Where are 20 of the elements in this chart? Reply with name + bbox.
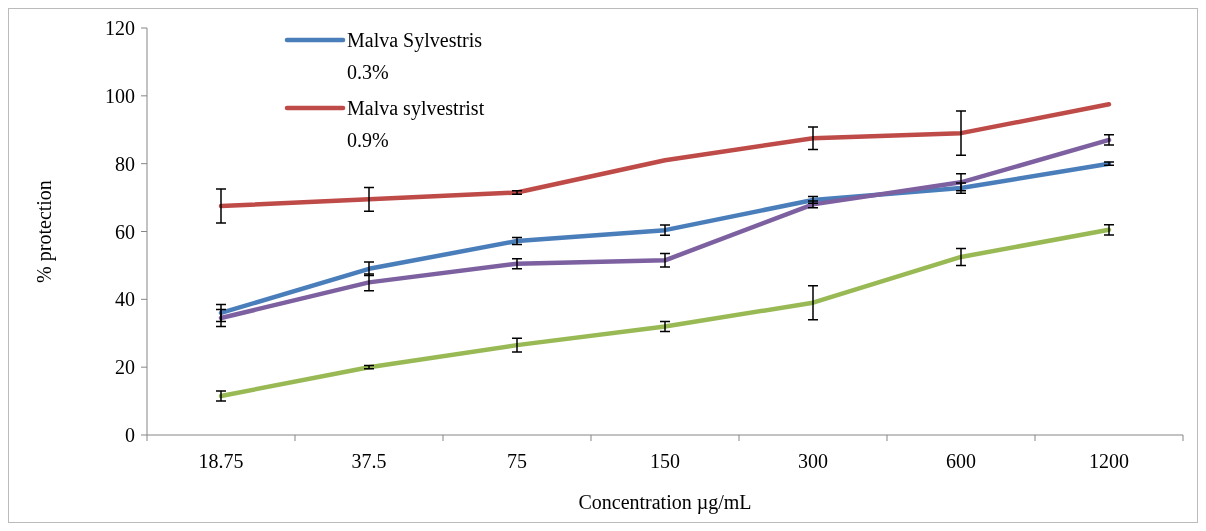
x-tick-label: 300 bbox=[798, 450, 828, 472]
y-tick-label: 40 bbox=[115, 288, 135, 311]
x-tick-label: 150 bbox=[650, 450, 680, 472]
x-tick-label: 18.75 bbox=[198, 450, 244, 472]
x-tick-label: 1200 bbox=[1089, 450, 1129, 472]
x-tick-label: 37.5 bbox=[351, 450, 387, 472]
y-tick-label: 80 bbox=[115, 152, 135, 175]
x-tick-label: 600 bbox=[946, 450, 976, 472]
line-series bbox=[218, 102, 1112, 209]
x-axis-title: Concentration µg/mL bbox=[578, 491, 752, 514]
x-tick-label: 75 bbox=[507, 450, 527, 472]
legend-label: Malva Sylvestris 0.3% bbox=[347, 29, 483, 83]
y-tick-label: 100 bbox=[105, 84, 135, 107]
y-tick-label: 120 bbox=[105, 17, 135, 39]
y-tick-label: 60 bbox=[115, 220, 135, 243]
y-tick-label: 20 bbox=[115, 356, 135, 379]
legend-label: Malva sylvestrist 0.9% bbox=[347, 97, 485, 151]
y-axis-title: % protection bbox=[33, 180, 56, 283]
line-series bbox=[218, 161, 1112, 316]
y-tick-label: 0 bbox=[125, 424, 135, 446]
